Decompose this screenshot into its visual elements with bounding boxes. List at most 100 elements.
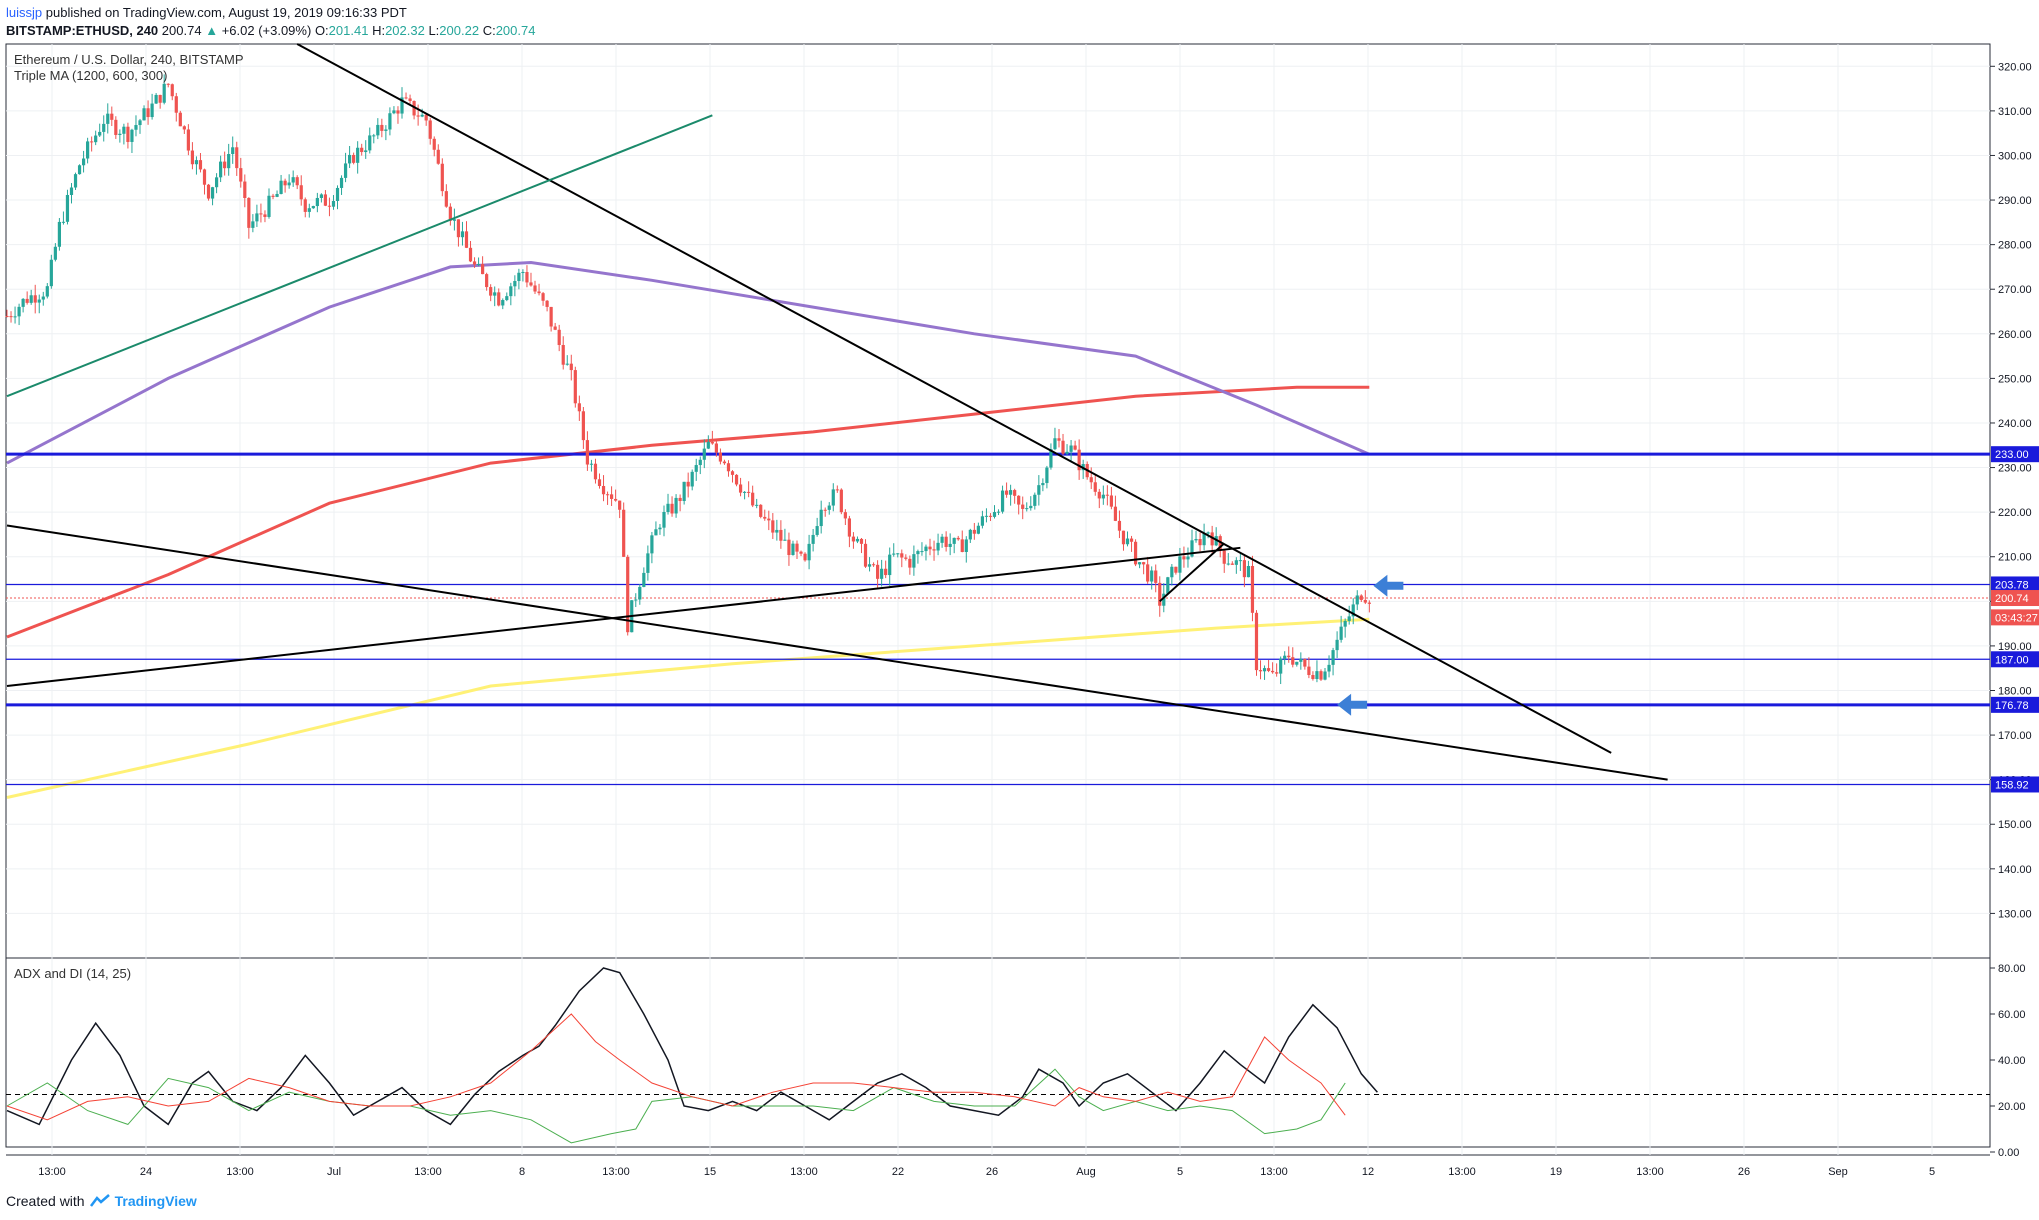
candle-body — [9, 316, 13, 318]
candle-body — [1133, 541, 1138, 565]
candle-body — [835, 489, 839, 491]
candle-body — [952, 537, 956, 544]
candle-body — [456, 219, 461, 238]
candle-body — [472, 261, 477, 265]
candle-body — [1101, 494, 1105, 499]
candle-body — [960, 539, 964, 553]
x-tick-label: 15 — [704, 1166, 716, 1178]
candle-body — [1295, 661, 1299, 665]
candle-body — [388, 113, 392, 130]
x-tick-label: 13:00 — [38, 1166, 66, 1178]
candle-body — [892, 553, 896, 555]
candle-body — [380, 124, 384, 131]
candle-body — [198, 160, 203, 170]
candle-body — [214, 177, 219, 188]
candle-body — [251, 221, 255, 228]
candle-body — [597, 479, 602, 487]
candle-body — [577, 403, 581, 412]
candle-body — [706, 441, 710, 449]
candle-body — [319, 194, 323, 198]
y-tick-label: 290.00 — [1998, 195, 2032, 207]
candle-body — [291, 177, 295, 183]
tradingview-link[interactable]: TradingView — [114, 1193, 197, 1209]
candle-body — [1198, 539, 1202, 546]
candle-body — [432, 138, 436, 150]
candle-body — [605, 494, 610, 496]
price-chart[interactable]: 320.00310.00300.00290.00280.00270.00260.… — [0, 0, 2039, 1190]
candle-body — [1117, 520, 1122, 531]
y-tick-label: 250.00 — [1998, 373, 2032, 385]
candle-body — [1315, 671, 1319, 679]
candle-body — [392, 110, 396, 114]
trendline — [6, 114, 713, 398]
tradingview-logo-icon — [89, 1194, 110, 1207]
candle-body — [17, 306, 21, 317]
candle-body — [1307, 666, 1311, 676]
y-tick-label: 280.00 — [1998, 240, 2032, 252]
candle-body — [747, 491, 751, 493]
candle-body — [904, 557, 908, 559]
author-link[interactable]: luissjp — [6, 5, 43, 20]
candle-body — [41, 296, 45, 300]
candle-body — [339, 177, 344, 188]
adx-tick-label: 0.00 — [1998, 1147, 2019, 1159]
candle-body — [1097, 491, 1101, 499]
candle-body — [1109, 495, 1113, 507]
created-with-text: Created with — [6, 1193, 85, 1209]
candle-body — [440, 163, 444, 192]
candles-group — [5, 74, 1371, 685]
candle-body — [460, 231, 465, 238]
candle-body — [859, 538, 864, 544]
candle-body — [779, 529, 783, 541]
candle-body — [1218, 536, 1222, 551]
candle-body — [364, 150, 368, 153]
x-tick-label: 19 — [1550, 1166, 1562, 1178]
candle-body — [916, 551, 920, 555]
candle-body — [372, 135, 376, 137]
candle-body — [964, 539, 968, 553]
x-tick-label: 24 — [140, 1166, 152, 1178]
candle-body — [186, 129, 190, 151]
candle-body — [94, 135, 98, 143]
candle-body — [1266, 668, 1271, 671]
x-tick-label: 13:00 — [1636, 1166, 1664, 1178]
candle-body — [763, 516, 767, 519]
candle-body — [775, 529, 779, 533]
level-price-tag — [1991, 776, 2039, 793]
candle-body — [493, 292, 497, 296]
candle-body — [81, 158, 86, 166]
candle-body — [1190, 540, 1194, 557]
y-tick-label: 230.00 — [1998, 463, 2032, 475]
candle-body — [1238, 560, 1242, 562]
candle-body — [77, 165, 82, 175]
candle-body — [315, 197, 319, 207]
candle-body — [670, 503, 674, 514]
candle-body — [130, 129, 134, 142]
candle-body — [424, 114, 428, 121]
candle-body — [255, 213, 259, 222]
candle-body — [1279, 658, 1283, 674]
y-tick-label: 140.00 — [1998, 864, 2032, 876]
candle-body — [247, 197, 251, 228]
candle-body — [1017, 495, 1021, 505]
candle-body — [843, 512, 847, 519]
candle-body — [1283, 655, 1287, 659]
candle-body — [920, 551, 924, 553]
candle-body — [194, 160, 199, 165]
candle-body — [553, 326, 557, 330]
candle-body — [1303, 658, 1307, 667]
candle-body — [851, 536, 856, 542]
candle-body — [984, 515, 989, 517]
candle-body — [924, 546, 928, 552]
candle-body — [166, 83, 170, 85]
candle-body — [1125, 538, 1130, 545]
candle-body — [573, 370, 577, 404]
level-price-label: 233.00 — [1995, 449, 2029, 461]
candle-body — [1121, 530, 1126, 545]
candle-body — [1009, 490, 1013, 495]
candle-body — [827, 505, 831, 510]
candle-body — [634, 599, 638, 601]
adx-tick-label: 60.00 — [1998, 1009, 2026, 1021]
candle-body — [759, 504, 763, 517]
candle-body — [928, 546, 932, 550]
